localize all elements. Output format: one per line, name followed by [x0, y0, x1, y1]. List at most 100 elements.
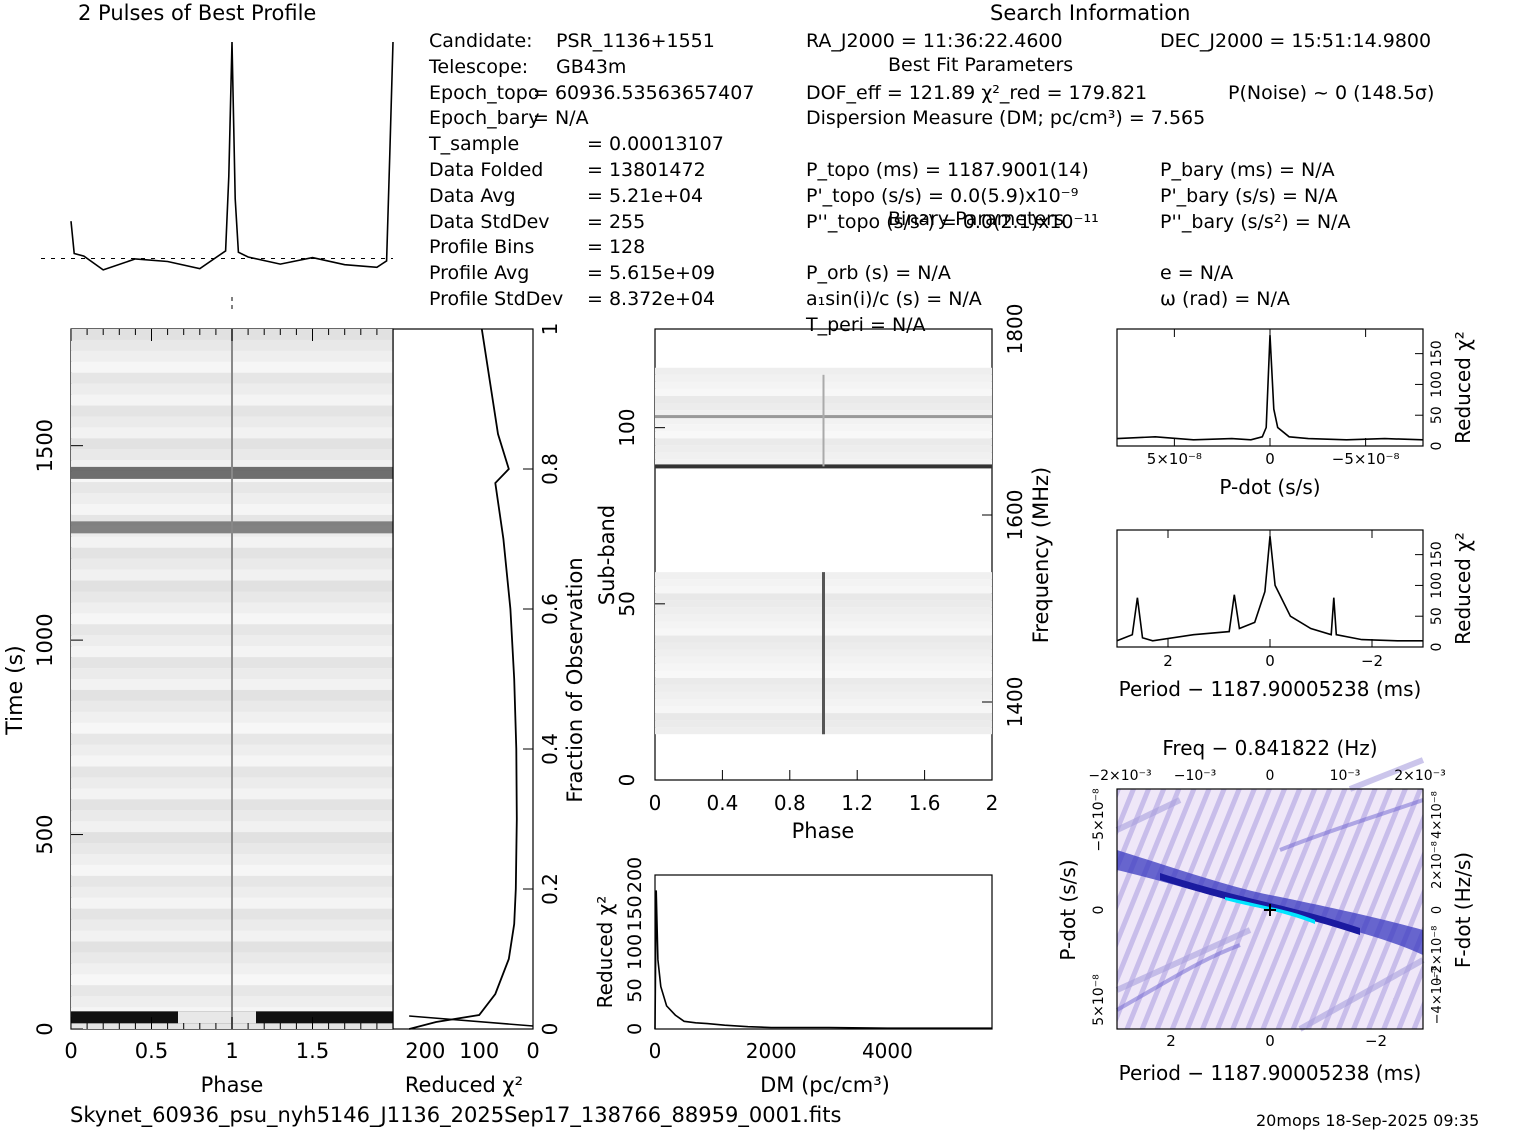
freq-tick-label: 10⁻³: [1330, 768, 1361, 784]
fit-param: DOF_eff = 121.89 χ²_red = 179.821: [806, 81, 1148, 104]
fraction-tick-label: 0.4: [538, 733, 562, 765]
fraction-tick-label: 1: [538, 323, 562, 336]
freq-tick-label: −2×10⁻³: [1088, 768, 1151, 784]
dm-trace: [654, 890, 992, 1030]
dm-chi2-tick-label: 0: [624, 1023, 646, 1035]
phase-tick-label: 0: [64, 1039, 77, 1063]
subband-phase-tick-label: 0.4: [706, 791, 738, 815]
profile-trace: [70, 41, 394, 271]
freq-tick-label: −10⁻³: [1174, 768, 1217, 784]
pdot-ytick-label: 100: [1429, 371, 1445, 398]
fraction-tick-label: 0.8: [538, 453, 562, 485]
dm-plot: [654, 874, 993, 1030]
best-fit-marker: [1264, 904, 1276, 916]
subband-row: [655, 367, 992, 375]
period-tick-label: 0: [1265, 652, 1275, 670]
fraction-tick-label: 0: [538, 1023, 562, 1036]
bary-param: e = N/A: [1160, 262, 1234, 285]
fraction-tick-label: 0.6: [538, 593, 562, 625]
info-label: Candidate:: [429, 30, 533, 52]
phase-tick-label: 1: [225, 1039, 238, 1063]
subband-ylabel: Sub-band: [595, 505, 619, 605]
bary-param: P'_bary (s/s) = N/A: [1160, 184, 1338, 207]
bary-param: P''_bary (s/s²) = N/A: [1160, 210, 1351, 233]
dm-xlabel: DM (pc/cm³): [760, 1073, 890, 1097]
dm-tick-label: 4000: [862, 1039, 913, 1063]
fit-param: T_peri = N/A: [806, 313, 926, 336]
info-label: Profile Bins: [429, 236, 535, 259]
pdot-trace: [1116, 335, 1424, 441]
pdot-xlabel: P-dot (s/s): [1219, 475, 1320, 499]
phase-tick-label: 1.5: [296, 1039, 329, 1063]
fdot-tick-label: 2×10⁻⁸: [1430, 841, 1445, 889]
subband-phase-plot: [654, 328, 993, 781]
info-value: = N/A: [533, 107, 589, 130]
dm-ylabel: Reduced χ²: [593, 896, 617, 1009]
period-plot: [1116, 529, 1424, 648]
ppdot-pdot-tick-label: −5×10⁻⁸: [1091, 788, 1107, 852]
pdot-ytick-label: 0: [1429, 442, 1445, 451]
info-value: = 5.615e+09: [587, 262, 716, 285]
subband-tick-label: 0: [615, 774, 639, 787]
time-tick-label: 1500: [33, 419, 57, 472]
phase-tick-label: 0.5: [135, 1039, 168, 1063]
info-value: = 128: [587, 236, 646, 259]
dm-chi2-tick-label: 200: [624, 857, 646, 893]
fdot-tick-label: 0: [1430, 906, 1445, 914]
fraction-axis-label: Fraction of Observation: [563, 557, 587, 802]
dm-chi2-tick-label: 100: [624, 934, 646, 970]
chi2-tick-label: 100: [459, 1039, 499, 1063]
info-label: Data Avg: [429, 184, 516, 207]
ppdot-period-tick-label: 2: [1166, 1032, 1176, 1050]
ppdot-pdot-tick-label: 0: [1091, 906, 1107, 915]
info-value: GB43m: [556, 55, 627, 78]
dm-chi2-tick-label: 150: [624, 895, 646, 931]
dm-tick-label: 0: [649, 1039, 662, 1063]
fit-param: a₁sin(i)/c (s) = N/A: [806, 288, 982, 310]
ppdot-title: Freq − 0.841822 (Hz): [1162, 736, 1377, 760]
info-value: = 255: [587, 210, 646, 233]
period-ytick-label: 0: [1429, 643, 1445, 652]
chi2-axis-label: Reduced χ²: [405, 1073, 523, 1097]
subband-phase-tick-label: 1.2: [841, 791, 873, 815]
info-value: = 5.21e+04: [587, 184, 704, 207]
period-tick-label: −2: [1361, 652, 1383, 670]
subband-tick-label: 100: [615, 409, 639, 447]
bary-param: DEC_J2000 = 15:51:14.9800: [1160, 30, 1432, 52]
info-label: T_sample: [429, 133, 520, 156]
time-tick-label: 500: [33, 815, 57, 855]
period-xlabel: Period − 1187.90005238 (ms): [1119, 677, 1422, 701]
ppdot-period-tick-label: 0: [1265, 1032, 1275, 1050]
fit-param: P'_topo (s/s) = 0.0(5.9)x10⁻⁹: [806, 184, 1079, 207]
subband-tick-label: 50: [615, 591, 639, 616]
pdot-tick-label: 0: [1265, 450, 1275, 468]
period-ylabel: Reduced χ²: [1451, 532, 1475, 645]
fdot-tick-label: −4×10⁻⁸: [1430, 966, 1445, 1025]
info-label: Data StdDev: [429, 210, 550, 233]
fdot-ylabel: F-dot (Hz/s): [1451, 852, 1475, 968]
binary-title: Binary Parameters: [888, 208, 1064, 230]
freq-tick-label: 1800: [1003, 304, 1027, 355]
freq-tick-label: 1600: [1003, 490, 1027, 541]
time-axis-label: Time (s): [3, 645, 28, 735]
fit-param: RA_J2000 = 11:36:22.4600: [806, 30, 1063, 52]
pdot-ytick-label: 150: [1429, 340, 1445, 367]
bary-param: P_bary (ms) = N/A: [1160, 159, 1335, 181]
fdot-tick-label: 4×10⁻⁸: [1430, 791, 1445, 839]
period-tick-label: 2: [1163, 652, 1173, 670]
chi2-tick-label: 200: [405, 1039, 445, 1063]
fit-param: Dispersion Measure (DM; pc/cm³) = 7.565: [806, 107, 1206, 130]
bary-param: P(Noise) ~ 0 (148.5σ): [1228, 81, 1435, 104]
chi2-fraction-tail: [409, 1015, 534, 1027]
profile-plot: [41, 41, 394, 312]
info-label: Profile StdDev: [429, 288, 564, 310]
search-info-title: Search Information: [990, 1, 1191, 25]
info-value: = 8.372e+04: [587, 288, 716, 310]
ppdot-pdot-tick-label: 5×10⁻⁸: [1091, 974, 1107, 1026]
ppdot-plane-plot: [1115, 757, 1425, 1032]
pdot-plot: [1116, 328, 1424, 447]
chi2-fraction-plot: [392, 328, 534, 1030]
